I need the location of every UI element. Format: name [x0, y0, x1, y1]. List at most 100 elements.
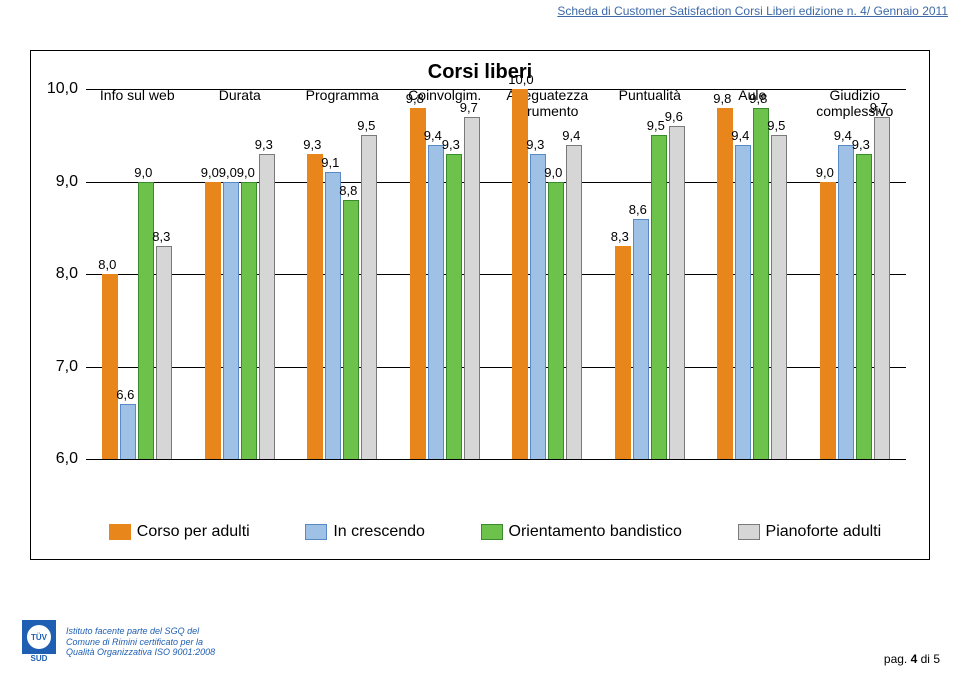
bar-value-label: 9,7 [460, 100, 478, 115]
bar-value-label: 9,7 [870, 100, 888, 115]
y-tick-label: 6,0 [56, 450, 78, 468]
bar-value-label: 9,8 [713, 91, 731, 106]
y-tick-label: 9,0 [56, 173, 78, 191]
legend-swatch [109, 524, 131, 540]
legend-item: Pianoforte adulti [738, 523, 882, 541]
bar-value-label: 9,8 [406, 91, 424, 106]
bar [102, 274, 118, 459]
bar-value-label: 9,3 [526, 137, 544, 152]
legend-swatch [305, 524, 327, 540]
y-tick-label: 8,0 [56, 265, 78, 283]
bar-value-label: 9,0 [237, 165, 255, 180]
page-sep: di [917, 652, 933, 666]
page-total: 5 [933, 652, 940, 666]
bar [735, 145, 751, 460]
bar [241, 182, 257, 460]
bar-value-label: 9,4 [562, 128, 580, 143]
page-number: pag. 4 di 5 [884, 652, 940, 666]
y-tick-label: 7,0 [56, 358, 78, 376]
bar-value-label: 6,6 [116, 387, 134, 402]
bar [307, 154, 323, 459]
bar-value-label: 9,0 [544, 165, 562, 180]
bar [717, 108, 733, 460]
chart-plot: 6,07,08,09,010,0Info sul web8,06,69,08,3… [86, 89, 906, 459]
bar-value-label: 9,8 [749, 91, 767, 106]
legend-label: Corso per adulti [137, 523, 250, 541]
bar-value-label: 9,0 [134, 165, 152, 180]
legend-item: Orientamento bandistico [481, 523, 682, 541]
legend-swatch [738, 524, 760, 540]
bar-value-label: 9,5 [357, 118, 375, 133]
bar [615, 246, 631, 459]
bar [566, 145, 582, 460]
bar [856, 154, 872, 459]
chart-legend: Corso per adulti In crescendo Orientamento… [81, 523, 909, 541]
category-label: Durata [189, 87, 292, 103]
bar [446, 154, 462, 459]
tuv-logo: TÜV SUD [20, 618, 58, 666]
bar-value-label: 9,3 [852, 137, 870, 152]
chart-frame: Corsi liberi 6,07,08,09,010,0Info sul we… [30, 50, 930, 560]
cert-line: Comune di Rimini certificato per la [66, 637, 215, 647]
bar [343, 200, 359, 459]
category-label: Puntualità [599, 87, 702, 103]
tuv-label: TÜV [27, 625, 51, 649]
bar [548, 182, 564, 460]
category-label: Info sul web [86, 87, 189, 103]
bar-value-label: 9,0 [201, 165, 219, 180]
bar [361, 135, 377, 459]
bar [530, 154, 546, 459]
legend-item: In crescendo [305, 523, 425, 541]
certification-text: Istituto facente parte del SGQ delComune… [66, 626, 215, 657]
category-label: Programma [291, 87, 394, 103]
legend-swatch [481, 524, 503, 540]
bar-value-label: 9,3 [303, 137, 321, 152]
bar [325, 172, 341, 459]
page-prefix: pag. [884, 652, 911, 666]
page-root: Scheda di Customer Satisfaction Corsi Li… [0, 0, 960, 676]
bar-value-label: 9,5 [647, 118, 665, 133]
bar-value-label: 9,4 [731, 128, 749, 143]
bar-value-label: 9,3 [442, 137, 460, 152]
bar [820, 182, 836, 460]
tuv-sub: SUD [20, 654, 58, 663]
cert-line: Istituto facente parte del SGQ del [66, 626, 215, 636]
bar [464, 117, 480, 459]
bar [669, 126, 685, 459]
bar-value-label: 8,0 [98, 257, 116, 272]
bar-value-label: 9,1 [321, 155, 339, 170]
page-footer: TÜV SUD Istituto facente parte del SGQ d… [20, 618, 940, 666]
legend-label: Pianoforte adulti [766, 523, 882, 541]
bar [205, 182, 221, 460]
bar-value-label: 8,3 [611, 229, 629, 244]
legend-item: Corso per adulti [109, 523, 250, 541]
legend-label: Orientamento bandistico [509, 523, 682, 541]
bar-value-label: 9,4 [424, 128, 442, 143]
bar-value-label: 9,0 [219, 165, 237, 180]
bar-value-label: 9,4 [834, 128, 852, 143]
legend-label: In crescendo [333, 523, 425, 541]
bar-value-label: 9,0 [816, 165, 834, 180]
bar [223, 182, 239, 460]
y-tick-label: 10,0 [47, 80, 78, 98]
bar-value-label: 9,6 [665, 109, 683, 124]
bar [138, 182, 154, 460]
bar [651, 135, 667, 459]
bar-value-label: 8,3 [152, 229, 170, 244]
category-label: Giudiziocomplessivo [804, 87, 907, 119]
bar [633, 219, 649, 460]
bar [410, 108, 426, 460]
bar [428, 145, 444, 460]
certification-block: TÜV SUD Istituto facente parte del SGQ d… [20, 618, 215, 666]
bar [771, 135, 787, 459]
bar [753, 108, 769, 460]
bar-value-label: 8,6 [629, 202, 647, 217]
bar-value-label: 9,3 [255, 137, 273, 152]
cert-line: Qualità Organizzativa ISO 9001:2008 [66, 647, 215, 657]
bar-value-label: 9,5 [767, 118, 785, 133]
bar [120, 404, 136, 460]
gridline [86, 459, 906, 460]
doc-header: Scheda di Customer Satisfaction Corsi Li… [557, 4, 948, 18]
bar [838, 145, 854, 460]
bar-value-label: 8,8 [339, 183, 357, 198]
